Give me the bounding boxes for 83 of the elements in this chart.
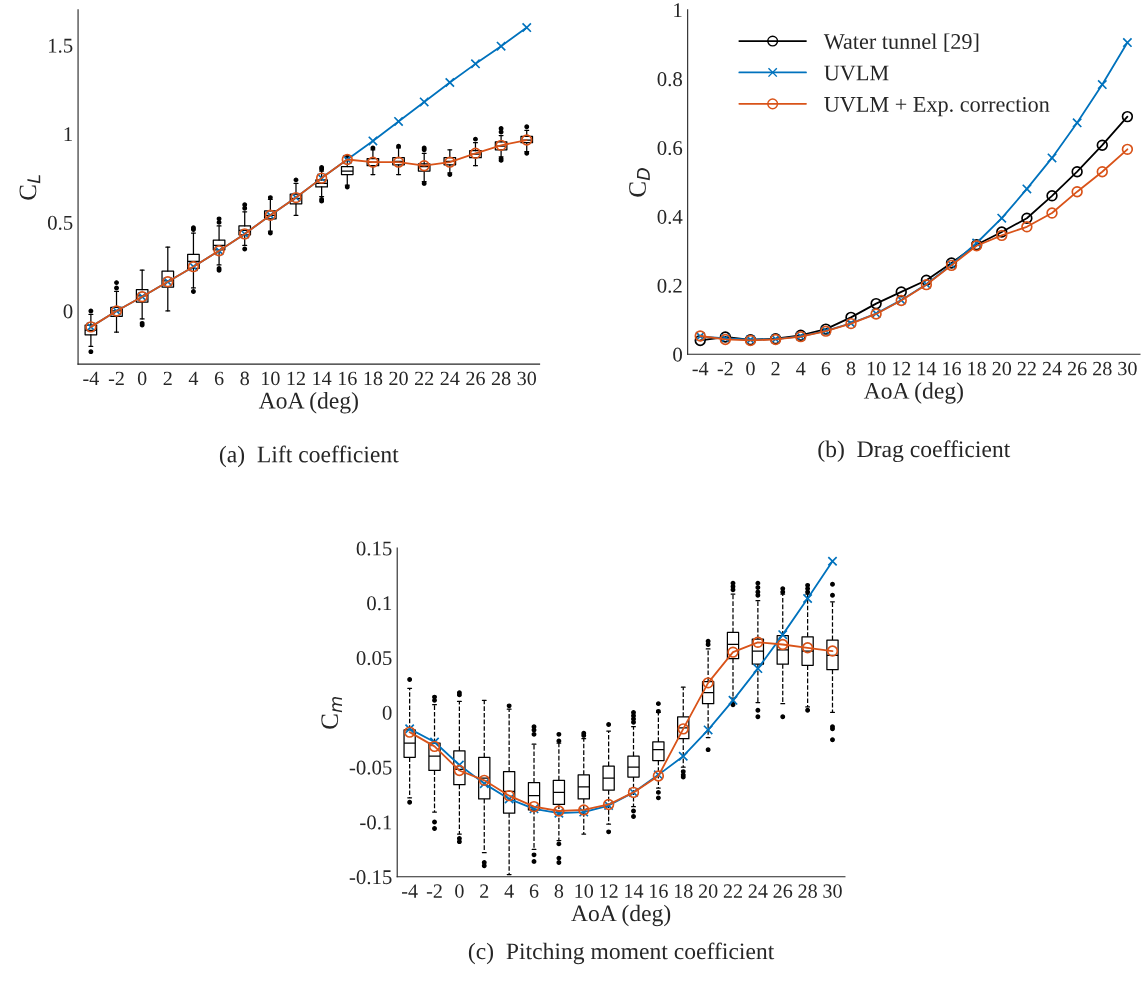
x-tick-label: 14 [625, 884, 644, 898]
x-tick-label: 0 [746, 361, 755, 376]
y-tick-label: 0.5 [47, 215, 73, 230]
x-tick-label: 24 [440, 371, 460, 385]
x-tick-label: 26 [773, 884, 793, 898]
y-tick-label: 0.2 [657, 278, 682, 293]
x-tick-label: 24 [748, 884, 768, 898]
x-tick-label: 18 [674, 884, 693, 898]
x-tick-label: 20 [992, 361, 1012, 376]
x-tick-label: 30 [1118, 361, 1137, 376]
x-tick-label: 20 [389, 371, 408, 386]
x-tick-label: 8 [846, 361, 856, 376]
x-tick-label: 0 [137, 371, 147, 386]
x-tick-label: -4 [692, 361, 709, 376]
x-tick-label: 26 [1067, 361, 1087, 376]
x-tick-label: -2 [426, 884, 442, 898]
y-axis-title: C$_{D}$ [629, 168, 650, 197]
x-tick-label: 30 [823, 884, 842, 898]
y-tick-label: 0.4 [657, 209, 683, 224]
legend-label: UVLM [824, 65, 889, 81]
x-tick-label: 24 [1042, 361, 1062, 376]
x-tick-label: 6 [214, 371, 224, 386]
x-tick-label: -4 [402, 884, 418, 898]
x-tick-label: 14 [313, 371, 332, 385]
text: (a) Lift coefficient [219, 445, 399, 468]
x-tick-label: 0 [455, 884, 464, 898]
x-tick-label: 22 [723, 884, 742, 898]
x-tick-label: 18 [364, 371, 383, 386]
y-tick-label: 0 [382, 705, 392, 720]
x-tick-label: 10 [867, 361, 886, 376]
x-tick-label: 4 [504, 884, 514, 898]
x-tick-label: 2 [480, 884, 489, 898]
y-tick-label: 1 [674, 3, 682, 18]
x-tick-label: 22 [1017, 361, 1036, 376]
y-tick-label: 0 [673, 347, 682, 362]
x-tick-label: 18 [968, 361, 986, 376]
x-tick-label: 10 [575, 884, 594, 898]
x-tick-label: 26 [466, 371, 485, 386]
x-tick-label: -2 [717, 361, 733, 376]
x-tick-label: 8 [554, 884, 564, 898]
x-axis-title: AoA (deg) [258, 392, 358, 414]
x-tick-label: 4 [188, 371, 199, 385]
y-tick-label: -0.15 [349, 870, 392, 885]
x-tick-label: 6 [821, 361, 831, 376]
y-tick-label: 1.5 [48, 38, 73, 53]
y-tick-label: -0.05 [349, 760, 392, 775]
x-tick-label: 2 [163, 371, 172, 385]
y-axis-title: C$_{m}$ [321, 697, 342, 729]
x-tick-label: 16 [338, 371, 357, 386]
x-tick-label: 8 [240, 371, 249, 386]
x-tick-label: 12 [600, 884, 618, 898]
x-tick-label: 16 [650, 884, 668, 898]
x-tick-label: 28 [491, 371, 511, 386]
y-axis-title: C$_{L}$ [19, 175, 41, 200]
x-tick-label: 22 [415, 371, 434, 385]
x-tick-label: 28 [798, 884, 817, 898]
x-tick-label: 4 [796, 361, 806, 376]
x-tick-label: 6 [529, 884, 539, 898]
y-tick-label: 0.8 [657, 72, 682, 87]
x-tick-label: -2 [108, 371, 124, 385]
y-tick-label: 0.1 [367, 596, 392, 611]
x-tick-label: 10 [262, 371, 280, 386]
x-tick-label: 2 [771, 361, 780, 376]
x-tick-label: 12 [892, 361, 911, 376]
y-tick-label: 0.6 [657, 140, 683, 156]
x-tick-label: 12 [287, 371, 305, 385]
text: (b) Drag coefficient [818, 440, 1011, 463]
x-tick-label: 16 [943, 361, 961, 376]
y-tick-label: -0.1 [360, 815, 392, 830]
x-axis-title: AoA (deg) [571, 904, 671, 927]
legend-label: Water tunnel [29] [823, 33, 979, 52]
text: (c) Pitching moment coefficient [468, 942, 775, 965]
y-tick-label: 1 [64, 127, 72, 142]
x-tick-label: 14 [918, 361, 937, 376]
y-tick-label: 0.05 [356, 651, 392, 666]
y-tick-label: 0.15 [356, 541, 392, 556]
x-tick-label: 28 [1093, 361, 1112, 376]
x-tick-label: 30 [517, 371, 537, 386]
y-tick-label: 0 [63, 304, 73, 319]
x-tick-label: 20 [698, 884, 718, 898]
x-axis-title: AoA (deg) [863, 382, 963, 404]
x-tick-label: -4 [83, 371, 99, 385]
legend-label: UVLM + Exp. correction [824, 96, 1050, 117]
